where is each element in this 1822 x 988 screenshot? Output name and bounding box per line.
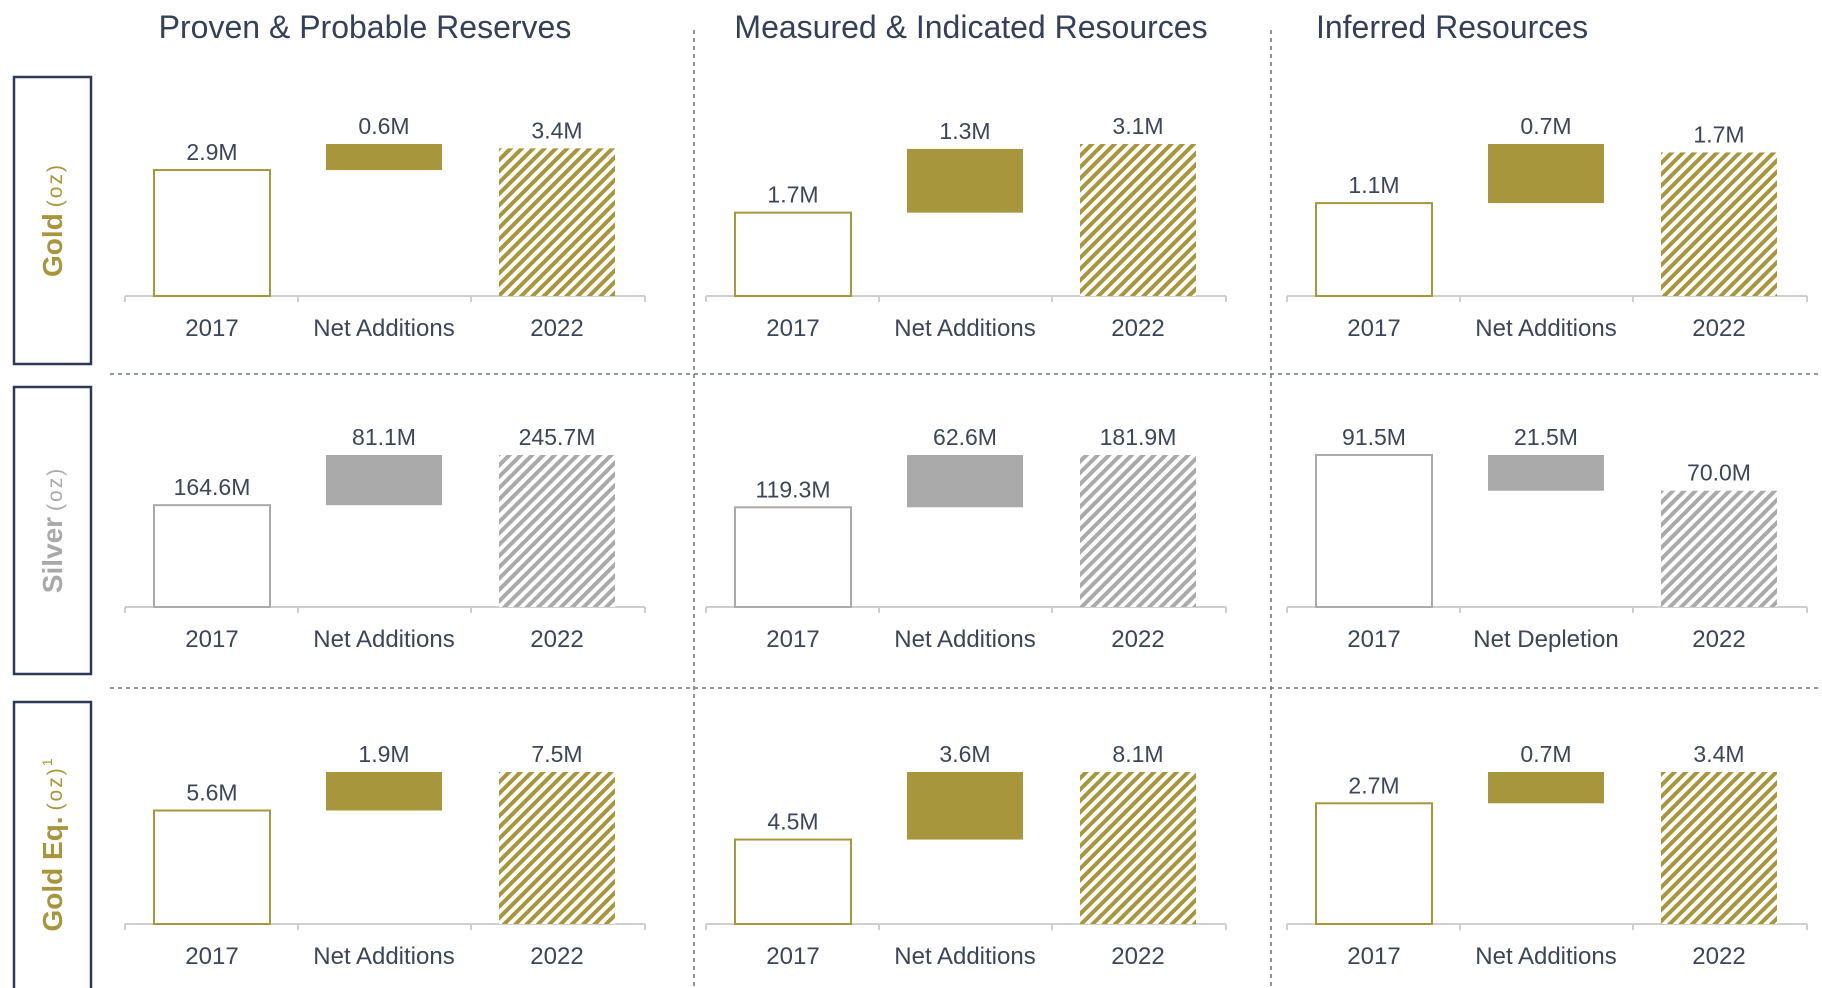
column-title: Inferred Resources — [1316, 9, 1588, 45]
row-label-name: Gold Eq. — [37, 816, 68, 931]
value-label: 2.9M — [186, 139, 237, 165]
bar-end — [499, 455, 615, 607]
category-label: 2022 — [1692, 315, 1745, 342]
value-label: 2.7M — [1348, 772, 1399, 798]
category-label: 2017 — [185, 315, 238, 342]
value-label: 5.6M — [186, 780, 237, 806]
bar-change — [907, 772, 1023, 840]
row-label-unit: (oz) — [44, 766, 67, 810]
value-label: 21.5M — [1514, 424, 1578, 450]
category-label: 2017 — [1347, 943, 1400, 970]
category-label: 2022 — [1111, 626, 1164, 653]
bar-end — [1080, 772, 1196, 924]
column-title: Measured & Indicated Resources — [734, 9, 1207, 45]
bar-end — [1080, 144, 1196, 296]
bar-end — [1080, 455, 1196, 607]
bar-end — [499, 148, 615, 296]
category-label: 2017 — [185, 943, 238, 970]
value-label: 3.1M — [1112, 113, 1163, 139]
row-label-box — [12, 385, 93, 676]
bar-start — [1315, 802, 1433, 926]
value-label: 1.7M — [767, 182, 818, 208]
bar-change — [1488, 772, 1604, 804]
category-label: 2017 — [185, 626, 238, 653]
category-label: Net Additions — [1475, 943, 1616, 970]
value-label: 0.6M — [358, 113, 409, 139]
row-label-unit: (oz) — [44, 467, 67, 511]
category-label: 2022 — [1111, 315, 1164, 342]
category-label: Net Additions — [313, 943, 454, 970]
row-label-name: Gold — [37, 213, 68, 277]
row-label: Gold (oz) — [37, 163, 68, 277]
bar-change — [907, 455, 1023, 508]
bar-change — [1488, 144, 1604, 204]
category-label: Net Additions — [313, 626, 454, 653]
category-label: 2022 — [1111, 943, 1164, 970]
row-label: Gold Eq. (oz)1 — [37, 758, 68, 931]
bar-start — [153, 169, 271, 297]
value-label: 1.9M — [358, 741, 409, 767]
bar-change — [326, 772, 442, 811]
category-label: 2017 — [766, 626, 819, 653]
category-label: Net Additions — [894, 626, 1035, 653]
bar-start — [1315, 454, 1433, 608]
value-label: 119.3M — [755, 476, 830, 502]
row-label-box — [12, 700, 93, 988]
value-label: 0.7M — [1520, 113, 1571, 139]
bar-end — [1661, 772, 1777, 924]
value-label: 70.0M — [1687, 460, 1751, 486]
row-label-note: 1 — [39, 758, 55, 766]
column-title: Proven & Probable Reserves — [159, 9, 572, 45]
value-label: 0.7M — [1520, 741, 1571, 767]
category-label: 2017 — [766, 315, 819, 342]
bar-change — [907, 148, 1023, 213]
bar-change — [1488, 455, 1604, 491]
category-label: 2017 — [766, 943, 819, 970]
value-label: 8.1M — [1112, 741, 1163, 767]
value-label: 3.4M — [531, 117, 582, 143]
value-label: 81.1M — [352, 424, 416, 450]
value-label: 1.7M — [1693, 121, 1744, 147]
category-label: 2022 — [1692, 943, 1745, 970]
value-label: 164.6M — [174, 474, 251, 500]
category-label: 2017 — [1347, 315, 1400, 342]
category-label: 2017 — [1347, 626, 1400, 653]
category-label: 2022 — [530, 315, 583, 342]
bar-start — [153, 809, 271, 925]
bar-change — [326, 144, 442, 171]
value-label: 1.1M — [1348, 172, 1399, 198]
value-label: 1.3M — [939, 118, 990, 144]
category-label: Net Additions — [313, 315, 454, 342]
bar-end — [1661, 152, 1777, 296]
bar-start — [153, 504, 271, 608]
bar-change — [326, 455, 442, 506]
category-label: Net Additions — [894, 943, 1035, 970]
value-label: 7.5M — [531, 741, 582, 767]
value-label: 62.6M — [933, 424, 997, 450]
category-label: 2022 — [530, 626, 583, 653]
value-label: 91.5M — [1342, 424, 1406, 450]
row-label-unit: (oz) — [44, 163, 67, 207]
value-label: 3.6M — [939, 741, 990, 767]
category-label: 2022 — [1692, 626, 1745, 653]
row-label-box — [12, 75, 93, 366]
category-label: Net Additions — [894, 315, 1035, 342]
bar-start — [734, 506, 852, 608]
bar-end — [499, 772, 615, 924]
bar-end — [1661, 490, 1777, 607]
bar-start — [734, 838, 852, 925]
category-label: Net Depletion — [1473, 626, 1618, 653]
row-label-name: Silver — [37, 517, 68, 593]
bar-start — [734, 211, 852, 297]
value-label: 3.4M — [1693, 741, 1744, 767]
row-label: Silver (oz) — [37, 467, 68, 593]
category-label: 2022 — [530, 943, 583, 970]
value-label: 245.7M — [519, 424, 596, 450]
value-label: 4.5M — [767, 809, 818, 835]
value-label: 181.9M — [1100, 424, 1177, 450]
bar-start — [1315, 202, 1433, 297]
category-label: Net Additions — [1475, 315, 1616, 342]
